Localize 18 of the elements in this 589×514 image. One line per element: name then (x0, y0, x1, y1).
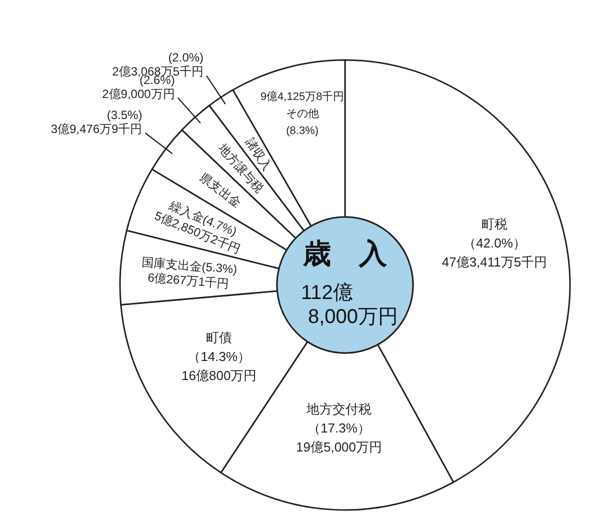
text: 3億9,476万9千円 (50, 122, 142, 136)
slice-label: 町債 (206, 330, 232, 345)
text: 112億 8,000万円 (301, 282, 398, 328)
data-label: （17.3%） (308, 420, 370, 436)
slice-label: 地方交付税 (306, 401, 372, 416)
data-label: (8.3%) (286, 125, 319, 138)
data-label: （14.3%） (188, 348, 251, 364)
text: 9億4,125万8千円 (260, 91, 344, 104)
text: 16億800万円 (182, 368, 257, 383)
text: 2億9,000万円 (102, 86, 175, 101)
text: 47億3,411万5千円 (442, 254, 548, 270)
data-label: （42.0%） (463, 236, 526, 251)
data-label: (3.5%) (106, 108, 142, 122)
slice-label: 町税 (482, 216, 508, 232)
text: 歳 入 (302, 238, 388, 269)
slice-label: その他 (286, 108, 319, 120)
text: 19億5,000万円 (296, 439, 382, 454)
data-label: (2.0%) (168, 50, 204, 65)
